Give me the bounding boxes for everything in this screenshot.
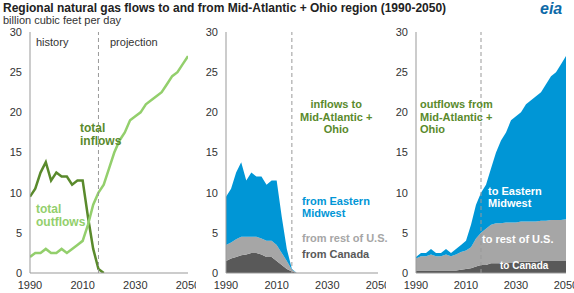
svg-text:1990: 1990 <box>404 279 428 291</box>
svg-text:15: 15 <box>206 146 218 158</box>
html-text:from rest of U.S.: from rest of U.S. <box>302 232 388 244</box>
svg-text:30: 30 <box>10 26 22 38</box>
svg-text:2030: 2030 <box>315 279 339 291</box>
html-text:projection: projection <box>110 36 158 48</box>
svg-text:2050: 2050 <box>366 279 386 291</box>
svg-text:10: 10 <box>396 187 408 199</box>
html-text:inflows to Mid-Atlantic + Ohio: inflows to Mid-Atlantic + Ohio <box>300 98 373 136</box>
svg-text:2010: 2010 <box>70 279 94 291</box>
svg-text:2010: 2010 <box>454 279 478 291</box>
html-text:from Eastern Midwest: from Eastern Midwest <box>302 195 370 220</box>
svg-text:0: 0 <box>16 267 22 279</box>
svg-text:1990: 1990 <box>214 279 238 291</box>
svg-text:25: 25 <box>10 66 22 78</box>
html-text:from Canada: from Canada <box>302 248 370 260</box>
svg-text:20: 20 <box>396 106 408 118</box>
svg-text:5: 5 <box>16 227 22 239</box>
svg-text:25: 25 <box>206 66 218 78</box>
svg-text:20: 20 <box>10 106 22 118</box>
svg-text:0: 0 <box>212 267 218 279</box>
svg-text:5: 5 <box>212 227 218 239</box>
svg-text:15: 15 <box>10 146 22 158</box>
svg-text:2010: 2010 <box>264 279 288 291</box>
svg-text:2030: 2030 <box>123 279 147 291</box>
svg-text:2030: 2030 <box>504 279 528 291</box>
svg-text:0: 0 <box>402 267 408 279</box>
html-text:eia: eia <box>540 0 563 17</box>
html-text:Regional natural gas flows to: Regional natural gas flows to and from M… <box>3 1 447 15</box>
svg-text:30: 30 <box>396 26 408 38</box>
svg-text:30: 30 <box>206 26 218 38</box>
html-text:outflows from Mid-Atlantic + O: outflows from Mid-Atlantic + Ohio <box>420 98 493 136</box>
html-text:total inflows: total inflows <box>80 121 122 149</box>
html-text:total outflows: total outflows <box>36 202 86 230</box>
svg-text:2050: 2050 <box>554 279 566 291</box>
svg-text:10: 10 <box>206 187 218 199</box>
svg-text:10: 10 <box>10 187 22 199</box>
html-text:billion cubic feet per day: billion cubic feet per day <box>3 14 121 26</box>
svg-text:5: 5 <box>402 227 408 239</box>
svg-text:1990: 1990 <box>18 279 42 291</box>
html-text:history: history <box>36 36 69 48</box>
svg-text:20: 20 <box>206 106 218 118</box>
html-text:to Eastern Midwest: to Eastern Midwest <box>488 185 542 210</box>
html-text:to Canada: to Canada <box>500 260 549 271</box>
svg-text:25: 25 <box>396 66 408 78</box>
html-text:to rest of U.S.: to rest of U.S. <box>482 233 554 245</box>
svg-text:2050: 2050 <box>176 279 196 291</box>
svg-text:15: 15 <box>396 146 408 158</box>
